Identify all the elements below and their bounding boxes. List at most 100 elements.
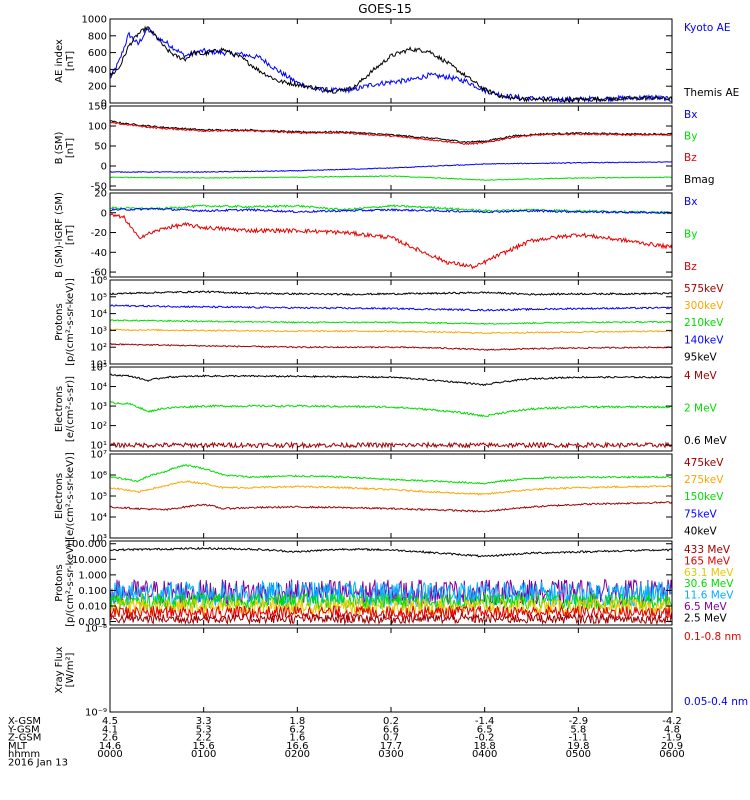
series-line-kyoto-ae [110, 27, 672, 103]
y-tick-label: -40 [91, 248, 107, 259]
y-tick-label: 50 [94, 142, 107, 153]
legend-entry: 4 MeV [684, 370, 718, 382]
y-axis-label: [e/(cm²-s-sr-keV)] [65, 452, 76, 540]
panel-4: 10¹ 10² 10³ 10⁴ 10⁵ 10⁶ Protons [p/(cm²-s-sr-ke… [54, 276, 724, 371]
y-tick-label: 400 [88, 65, 107, 76]
axis-cell-hhmm: 0100 [191, 749, 216, 760]
panel-frame [109, 366, 673, 452]
y-tick-label: 100.000 [66, 539, 107, 550]
y-tick-label: 10⁵ [90, 492, 107, 503]
axis-cell-xgsm: -1.4 [475, 716, 495, 727]
axis-cell-hhmm: 0600 [659, 749, 684, 760]
y-tick-label: -50 [91, 182, 107, 193]
y-axis-label: Electrons [54, 473, 65, 519]
axis-row-label: MLT [8, 741, 28, 752]
y-tick-label: 10³ [90, 326, 107, 337]
legend-entry: 0.05-0.4 nm [684, 696, 748, 708]
legend-entry: Bz [684, 152, 697, 164]
legend-entry: 140keV [684, 334, 724, 346]
legend-entry: 150keV [684, 491, 724, 503]
legend-entry: 2 MeV [684, 402, 718, 414]
axis-cell-ygsm: 6.2 [289, 724, 305, 735]
y-axis-label: [nT] [65, 138, 76, 158]
y-axis-label: [nT] [65, 51, 76, 71]
series-line-0-1-0-8-nm [110, 515, 672, 520]
y-tick-label: 1.000 [78, 570, 107, 581]
panel-6: 10³ 10⁴ 10⁵ 10⁶ 10⁷ Electrons [e/(cm²-s-sr-keV… [54, 450, 724, 545]
y-tick-label: 200 [88, 82, 107, 93]
legend-entry: Bx [684, 196, 697, 208]
series-line-by [110, 175, 672, 181]
y-tick-label: 0 [101, 208, 107, 219]
panel-frame [109, 627, 673, 713]
axis-cell-ygsm: 5.8 [570, 724, 586, 735]
legend-entry: 0.1-0.8 nm [684, 631, 741, 643]
plot-date: 2016 Jan 13 [8, 758, 68, 769]
axis-cell-mlt: 15.6 [193, 741, 215, 752]
panel-1: 0 200 400 600 800 1000 AE index [nT] Kyoto AE The… [54, 15, 739, 110]
axis-cell-xgsm: 4.5 [102, 716, 118, 727]
legend-entry: 275keV [684, 474, 724, 486]
y-tick-label: 10⁵ [90, 292, 107, 303]
legend-entry: 165 MeV [684, 555, 731, 567]
legend-entry: Themis AE [683, 87, 739, 99]
plot-title: GOES-15 [358, 2, 412, 16]
series-line-bz [110, 212, 672, 270]
series-line-275kev [110, 480, 672, 496]
y-tick-label: 10⁴ [90, 513, 107, 524]
y-tick-label: 10⁴ [90, 382, 107, 393]
series-line-0-6-mev [110, 373, 672, 387]
axis-row-label: X-GSM [8, 716, 41, 727]
y-tick-label: -20 [91, 228, 107, 239]
legend-entry: 63.1 MeV [684, 567, 734, 579]
legend-entry: By [684, 228, 697, 240]
axis-cell-mlt: 19.8 [567, 741, 589, 752]
legend-entry: 575keV [684, 283, 724, 295]
y-tick-label: 0.010 [78, 601, 107, 612]
y-tick-label: 0.001 [78, 617, 107, 628]
axis-cell-ygsm: 6.6 [383, 724, 399, 735]
y-tick-label: 800 [88, 31, 107, 42]
panel-8: 10⁻⁹ 10⁻⁸ Xray Flux [W/m²] 0.1-0.8 nm 0.05-0.… [54, 515, 748, 719]
legend-entry: Bz [684, 261, 697, 273]
axis-cell-hhmm: 0300 [378, 749, 403, 760]
legend-entry: 300keV [684, 300, 724, 312]
y-tick-label: 100 [88, 122, 107, 133]
axis-cell-hhmm: 0500 [566, 749, 591, 760]
series-line-300kev [110, 328, 672, 335]
y-tick-label: 10⁶ [90, 276, 107, 287]
legend-entry: 11.6 MeV [684, 590, 734, 602]
series-line-150kev [110, 464, 672, 485]
legend-entry: 475keV [684, 457, 724, 469]
axis-cell-xgsm: -4.2 [662, 716, 682, 727]
axis-cell-hhmm: 0400 [472, 749, 497, 760]
axis-cell-mlt: 17.7 [380, 741, 402, 752]
panel-7: 0.001 0.010 0.100 1.000 10.000 100.000 Protons… [54, 539, 734, 628]
series-line-475kev [110, 501, 672, 513]
y-tick-label: 10⁻⁹ [85, 708, 107, 719]
y-tick-label: 10³ [90, 402, 107, 413]
y-axis-label: B (SM)-IGRF (SM) [54, 192, 65, 278]
y-tick-label: 10⁴ [90, 309, 107, 320]
axis-row-label: Z-GSM [8, 733, 41, 744]
series-line-themis-ae [110, 25, 672, 103]
y-axis-label: Xray Flux [54, 646, 65, 693]
y-tick-label: 10⁷ [90, 450, 107, 461]
y-axis-label: [p/(cm²-s-sr-keV)] [65, 278, 76, 366]
series-line-bz [110, 121, 672, 146]
series-line-575kev [110, 343, 672, 352]
legend-entry: 40keV [684, 525, 718, 537]
series-line-bmag [110, 120, 672, 144]
y-tick-label: 10³ [90, 534, 107, 545]
y-tick-label: 10¹ [90, 441, 107, 452]
y-tick-label: 10² [90, 421, 107, 432]
y-tick-label: 150 [88, 102, 107, 113]
axis-cell-zgsm: 2.2 [196, 733, 212, 744]
legend-entry: Kyoto AE [684, 22, 730, 34]
axis-cell-ygsm: 4.1 [102, 724, 118, 735]
series-line-433-mev [110, 612, 672, 625]
axis-cell-xgsm: -2.9 [569, 716, 589, 727]
